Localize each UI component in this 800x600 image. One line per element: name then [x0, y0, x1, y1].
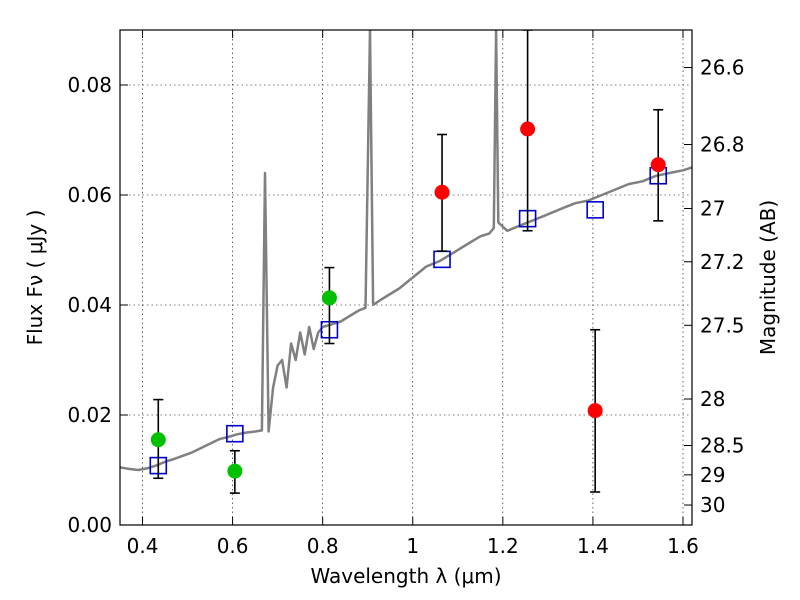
- right-tick-label: 28: [700, 387, 725, 411]
- right-tick-label: 26.6: [700, 56, 745, 80]
- y-tick-label: 0.04: [67, 293, 112, 317]
- x-tick-label: 0.6: [217, 534, 249, 558]
- x-tick-label: 0.8: [307, 534, 339, 558]
- y-tick-label: 0.00: [67, 513, 112, 537]
- x-tick-label: 0.4: [127, 534, 159, 558]
- grid-lines: [120, 30, 692, 526]
- x-tick-label: 1.2: [487, 534, 519, 558]
- y-tick-label: 0.08: [67, 73, 112, 97]
- right-tick-label: 27.5: [700, 313, 745, 337]
- right-tick-label: 29: [700, 463, 725, 487]
- axes: 0.4 0.6 0.8 1 1.2 1.4 1.6 0.00 0.02 0.04 0.06 0.08 2…: [67, 29, 745, 558]
- observation-marker: [520, 121, 536, 137]
- observation-marker: [321, 290, 337, 306]
- right-tick-label: 26.8: [700, 132, 745, 156]
- x-tick-label: 1: [406, 534, 419, 558]
- y-tick-label: 0.06: [67, 183, 112, 207]
- right-axis-title: Magnitude (AB): [756, 200, 780, 355]
- right-tick-label: 30: [700, 493, 725, 517]
- x-axis-title: Wavelength λ (μm): [310, 564, 501, 588]
- observation-marker: [650, 157, 666, 173]
- model-square-marker: [586, 201, 604, 219]
- plot-area: [120, 30, 692, 494]
- right-tick-label: 28.5: [700, 434, 745, 458]
- observation-marker: [587, 403, 603, 419]
- y-tick-label: 0.02: [67, 403, 112, 427]
- observation-marker: [227, 463, 243, 479]
- spectrum-line: [120, 30, 692, 472]
- observation-marker: [434, 184, 450, 200]
- x-tick-label: 1.4: [577, 534, 609, 558]
- observation-marker: [150, 432, 166, 448]
- right-tick-label: 27: [700, 197, 725, 221]
- right-tick-label: 27.2: [700, 250, 745, 274]
- model-square-marker: [226, 424, 244, 443]
- plot-frame: [119, 29, 693, 526]
- y-axis-title: Flux Fν ( μJy ): [23, 210, 47, 346]
- x-tick-label: 1.6: [667, 534, 699, 558]
